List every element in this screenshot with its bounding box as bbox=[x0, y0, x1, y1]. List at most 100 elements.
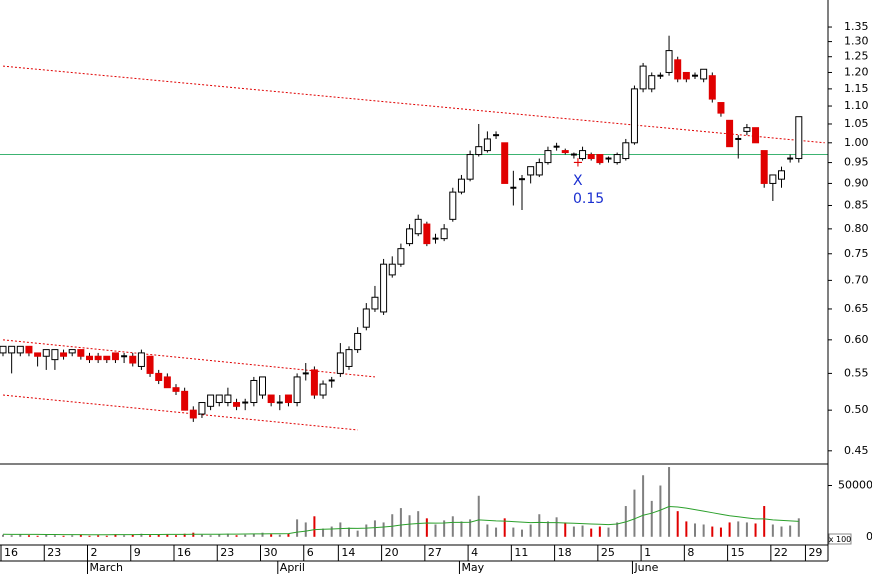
volume-bar bbox=[546, 521, 549, 537]
volume-bar bbox=[209, 535, 212, 537]
volume-bar bbox=[607, 527, 610, 537]
x-tick-label: 22 bbox=[774, 546, 788, 559]
trend-line bbox=[2, 394, 358, 431]
candle-body bbox=[596, 154, 604, 164]
candle-body bbox=[181, 390, 189, 411]
volume-bar bbox=[304, 522, 307, 537]
month-label: June bbox=[633, 561, 658, 574]
candle-body bbox=[224, 394, 232, 404]
volume-bar bbox=[789, 525, 792, 537]
candle-body bbox=[42, 349, 50, 357]
volume-bar bbox=[754, 523, 757, 537]
candle-body bbox=[466, 154, 474, 180]
candle-body bbox=[34, 352, 42, 357]
volume-bar bbox=[313, 516, 316, 537]
candle-body bbox=[155, 372, 163, 381]
volume-bar bbox=[62, 535, 65, 537]
candle-body bbox=[700, 68, 708, 80]
candle-body bbox=[795, 116, 803, 160]
volume-bar bbox=[425, 518, 428, 537]
volume-bar bbox=[771, 524, 774, 537]
volume-bar bbox=[521, 529, 523, 537]
volume-bar bbox=[200, 534, 203, 537]
candle-body bbox=[207, 394, 215, 407]
candle-body bbox=[215, 394, 223, 404]
y-tick-label: 0.75 bbox=[844, 247, 869, 260]
candle-body bbox=[457, 178, 465, 193]
volume-bar bbox=[460, 521, 463, 537]
volume-bar bbox=[105, 535, 108, 537]
candle-body bbox=[708, 75, 716, 100]
volume-bar bbox=[745, 522, 748, 537]
candle-body bbox=[674, 59, 682, 80]
volume-bar bbox=[157, 534, 160, 537]
candle-body bbox=[60, 352, 68, 357]
candle-body bbox=[388, 263, 396, 276]
candle-body bbox=[86, 355, 93, 361]
y-tick-label: 0.65 bbox=[844, 302, 869, 315]
trend-line bbox=[2, 65, 825, 144]
candle-body bbox=[726, 119, 734, 148]
volume-bar bbox=[97, 535, 100, 537]
volume-bar bbox=[391, 514, 394, 537]
volume-bar bbox=[780, 526, 783, 537]
candle-body bbox=[630, 88, 638, 144]
volume-bar bbox=[564, 522, 567, 537]
x-tick-label: 8 bbox=[687, 546, 694, 559]
y-tick-label: 1.05 bbox=[844, 117, 869, 130]
x-tick-label: 2 bbox=[91, 546, 98, 559]
candle-body bbox=[414, 218, 422, 235]
volume-bar bbox=[737, 521, 740, 537]
candle-body bbox=[769, 174, 777, 184]
x-tick-label: 29 bbox=[808, 546, 822, 559]
volume-bar bbox=[676, 511, 679, 537]
candle-body bbox=[259, 376, 266, 396]
candle-body bbox=[163, 376, 171, 389]
volume-average bbox=[2, 506, 799, 536]
candle-body bbox=[189, 409, 197, 419]
volume-bar bbox=[659, 485, 662, 537]
candle-body bbox=[267, 394, 275, 404]
volume-bar bbox=[642, 475, 645, 537]
y-tick-label: 1.00 bbox=[844, 136, 869, 149]
candle-body bbox=[535, 162, 543, 176]
volume-bar bbox=[503, 518, 506, 537]
volume-bar bbox=[71, 535, 74, 537]
volume-bar bbox=[685, 521, 688, 537]
y-tick-label: 0.45 bbox=[844, 444, 869, 457]
y-tick-label: 0.95 bbox=[844, 156, 869, 169]
month-label: May bbox=[461, 561, 484, 574]
candle-body bbox=[501, 142, 509, 184]
volume-bar bbox=[296, 519, 299, 537]
volume-bar bbox=[45, 534, 48, 537]
candle-body bbox=[172, 387, 180, 392]
y-tick-label: 0.50 bbox=[844, 403, 869, 416]
volume-bar bbox=[451, 516, 454, 537]
candle-body bbox=[682, 71, 690, 80]
volume-bar bbox=[434, 524, 437, 537]
candle-body bbox=[648, 75, 656, 90]
candle-body bbox=[717, 102, 725, 114]
volume-tick-label: 50000 bbox=[838, 479, 872, 492]
volume-bar bbox=[633, 489, 636, 537]
candle-body bbox=[68, 349, 76, 354]
volume-bar bbox=[590, 528, 593, 537]
volume-bar bbox=[114, 534, 117, 537]
volume-tick-label: 0 bbox=[866, 530, 872, 543]
x-tick-label: 23 bbox=[220, 546, 234, 559]
x-tick-label: 27 bbox=[428, 546, 442, 559]
y-tick-label: 0.90 bbox=[844, 176, 869, 189]
volume-bar bbox=[668, 467, 671, 537]
plot: 1.35 1.30 1.25 1.20 1.15 1.10 1.05 1.00 0.95 0.90… bbox=[0, 20, 872, 574]
candle-body bbox=[639, 65, 647, 90]
candle-body bbox=[613, 154, 621, 164]
candle-body bbox=[319, 383, 327, 396]
y-tick-label: 1.15 bbox=[844, 82, 869, 95]
candle-body bbox=[51, 349, 59, 361]
volume-bar bbox=[702, 524, 705, 537]
volume-bar bbox=[252, 533, 255, 537]
candle-body bbox=[397, 248, 405, 265]
annotation: 0.15 bbox=[573, 191, 604, 207]
